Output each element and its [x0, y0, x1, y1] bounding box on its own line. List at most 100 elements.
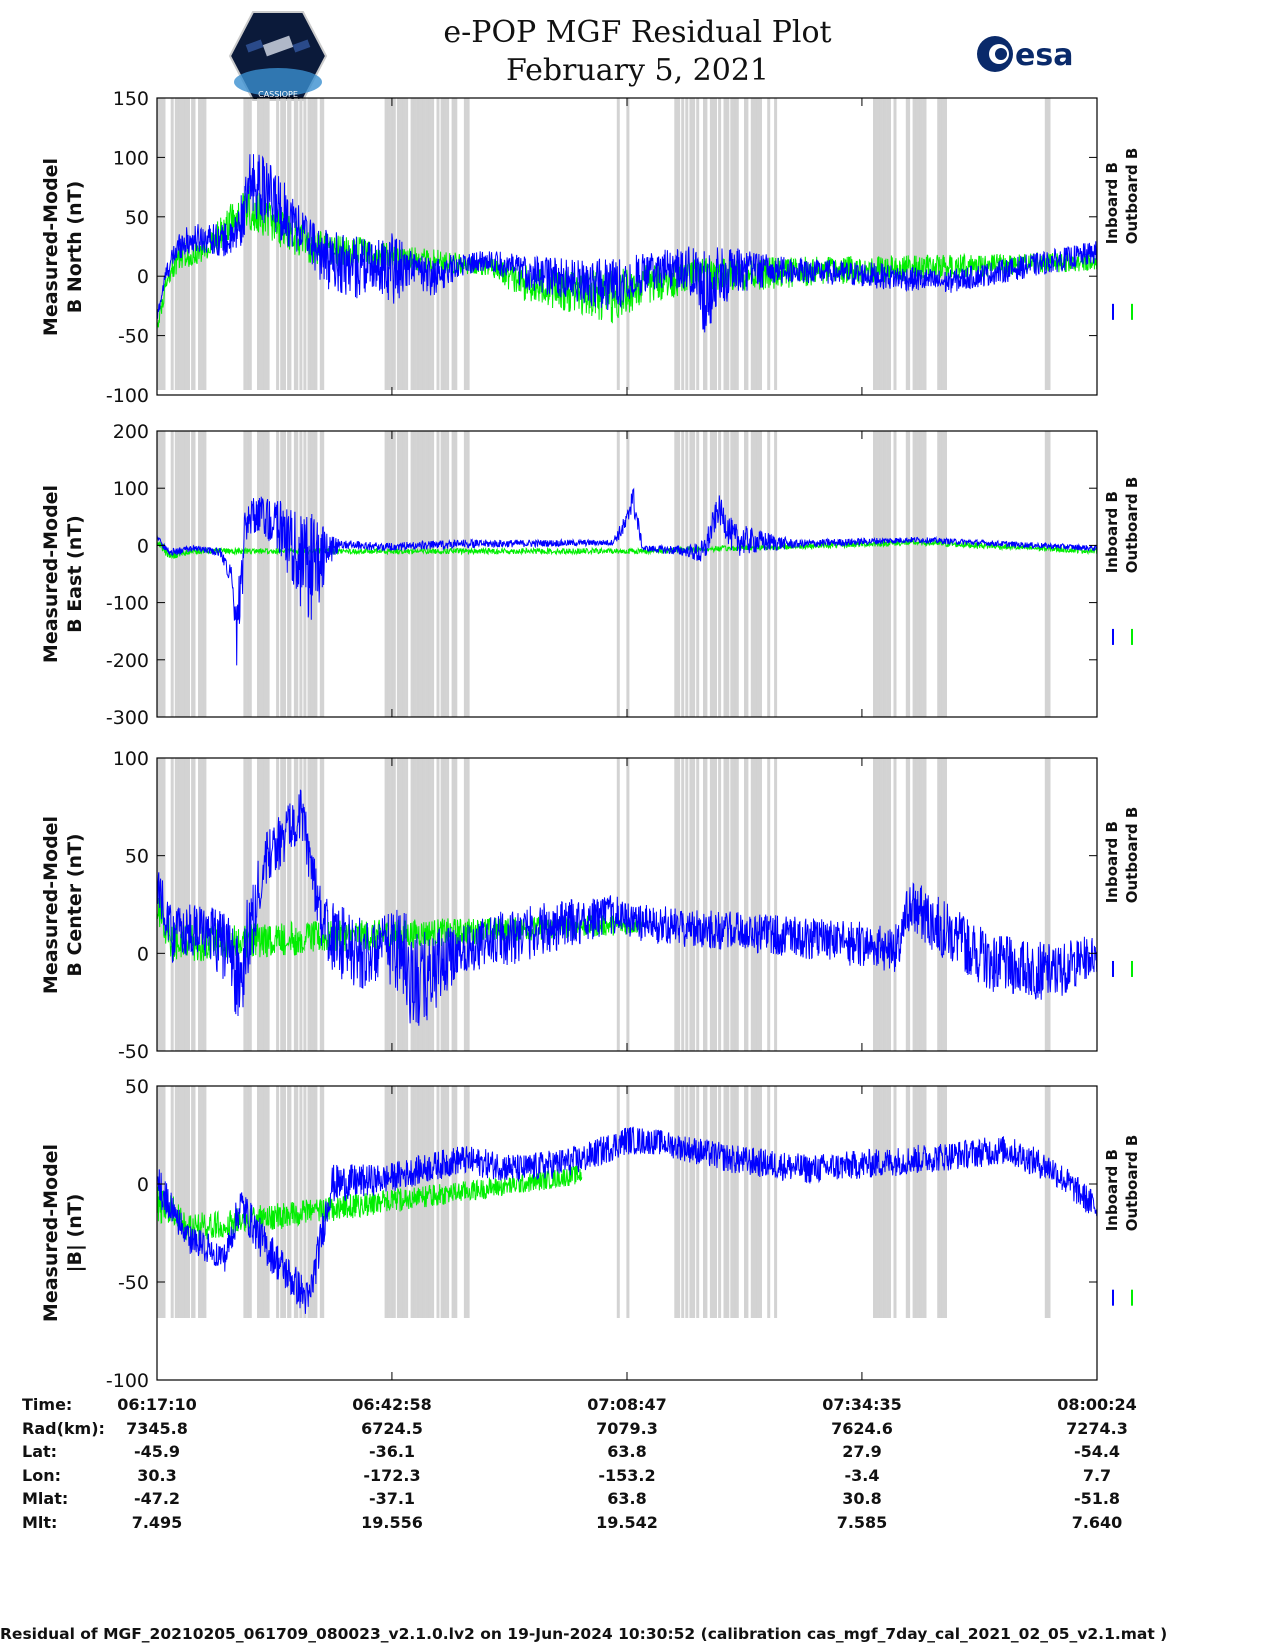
data-gap-stripe — [681, 1086, 685, 1318]
data-gap-stripe — [944, 431, 947, 717]
data-gap-stripe — [446, 431, 450, 717]
series-line-outboard — [156, 185, 1098, 331]
plot-title: e-POP MGF Residual Plot February 5, 2021 — [0, 14, 1275, 90]
data-gap-stripe — [692, 758, 696, 1051]
data-gap-stripe — [405, 431, 409, 717]
data-gap-stripe — [463, 1086, 467, 1318]
data-gap-stripe — [685, 1086, 689, 1318]
data-gap-stripe — [288, 1086, 292, 1318]
data-gap-stripe — [893, 431, 897, 717]
data-gap-stripe — [392, 1086, 396, 1318]
data-gap-stripe — [418, 758, 422, 1051]
data-gap-stripe — [1047, 431, 1051, 717]
data-gap-stripe — [443, 758, 447, 1051]
data-gap-stripe — [677, 98, 681, 390]
data-gap-stripe — [392, 758, 396, 1051]
series-line-inboard — [156, 789, 1098, 1026]
panel-east: -300 -200 -100 0 100 200 — [106, 421, 1133, 729]
data-gap-stripe — [283, 758, 286, 1051]
data-gap-stripe — [159, 431, 163, 717]
data-gap-stripe — [689, 1086, 693, 1318]
data-gap-stripe — [696, 98, 700, 390]
data-gap-stripe — [877, 1086, 881, 1318]
title-line-1: e-POP MGF Residual Plot — [443, 15, 832, 50]
data-gap-stripe — [266, 98, 270, 390]
data-gap-stripe — [246, 431, 250, 717]
data-gap-stripe — [907, 758, 911, 1051]
data-gap-stripe — [912, 98, 916, 390]
data-gap-stripe — [466, 98, 470, 390]
data-gap-stripe — [387, 431, 391, 717]
data-gap-stripe — [466, 1086, 470, 1318]
data-gap-stripe — [170, 1086, 174, 1318]
data-gap-stripe — [454, 758, 458, 1051]
data-gap-stripe — [731, 98, 735, 390]
data-gap-stripe — [879, 1086, 883, 1318]
legend-east: Inboard B Outboard B — [1102, 477, 1142, 574]
data-gap-stripe — [303, 431, 307, 717]
data-gap-stripe — [888, 758, 891, 1051]
data-gap-stripe — [731, 1086, 735, 1318]
data-gap-stripe — [759, 98, 762, 390]
data-gap-stripe — [919, 1086, 923, 1318]
y-tick-label: -200 — [106, 650, 149, 672]
data-gap-stripe — [443, 431, 447, 717]
y-axis-label-line: Measured-Model — [40, 157, 62, 336]
series-line-outboard — [156, 1165, 583, 1243]
data-gap-stripe — [753, 1086, 757, 1318]
legend-north: Inboard B Outboard B — [1102, 148, 1142, 245]
data-gap-stripe — [696, 431, 700, 717]
panel-total: -100 -50 0 50 — [106, 1076, 1133, 1392]
data-gap-stripe — [390, 758, 394, 1051]
data-gap-stripe — [714, 431, 717, 717]
y-tick-label: 0 — [137, 1174, 149, 1196]
data-gap-stripe — [718, 98, 722, 390]
data-gap-stripe — [685, 98, 689, 390]
data-gap-stripe — [170, 758, 174, 1051]
data-gap-stripe — [745, 98, 749, 390]
data-gap-stripe — [718, 1086, 722, 1318]
legend-entry-outboard: Outboard B — [1123, 477, 1141, 574]
data-gap-stripe — [753, 758, 757, 1051]
data-gap-stripe — [912, 1086, 916, 1318]
data-gap-stripe — [192, 758, 196, 1051]
data-gap-stripe — [418, 98, 422, 390]
data-gap-stripe — [174, 98, 178, 390]
data-gap-stripe — [187, 431, 190, 717]
data-gap-stripe — [626, 98, 630, 390]
data-gap-stripe — [283, 431, 286, 717]
data-gap-stripe — [681, 758, 685, 1051]
data-gap-stripe — [243, 431, 247, 717]
data-gap-stripe — [704, 1086, 708, 1318]
legend-total: Inboard B Outboard B — [1102, 1135, 1142, 1232]
y-tick-label: 0 — [137, 535, 149, 557]
data-gap-stripe — [907, 98, 911, 390]
data-gap-stripe — [718, 758, 722, 1051]
data-gap-stripe — [162, 1086, 166, 1318]
data-gap-stripe — [436, 431, 440, 717]
esa-logo-text: esa — [1015, 38, 1073, 73]
data-gap-stripe — [888, 98, 891, 390]
cassiope-logo-text: CASSIOPE — [258, 90, 298, 99]
data-gap-stripe — [248, 98, 252, 390]
data-gap-stripe — [718, 431, 722, 717]
y-axis-label-line: B East (nT) — [64, 515, 86, 633]
data-gap-stripe — [321, 758, 325, 1051]
data-gap-stripe — [422, 758, 426, 1051]
panel-center: -50 0 50 100 — [113, 748, 1133, 1063]
data-gap-stripe — [418, 1086, 422, 1318]
data-gap-stripe — [681, 431, 685, 717]
data-gap-stripe — [677, 431, 681, 717]
y-axis-label-north: Measured-Model B North (nT) — [39, 157, 87, 335]
data-gap-stripe — [912, 431, 916, 717]
data-gap-stripe — [454, 1086, 458, 1318]
data-gap-stripe — [877, 98, 881, 390]
data-gap-stripe — [735, 758, 739, 1051]
y-tick-label: 0 — [137, 266, 149, 288]
data-gap-stripe — [428, 431, 432, 717]
data-gap-stripe — [454, 98, 458, 390]
data-gap-stripe — [413, 98, 417, 390]
data-gap-stripe — [314, 1086, 318, 1318]
data-gap-stripe — [463, 98, 467, 390]
